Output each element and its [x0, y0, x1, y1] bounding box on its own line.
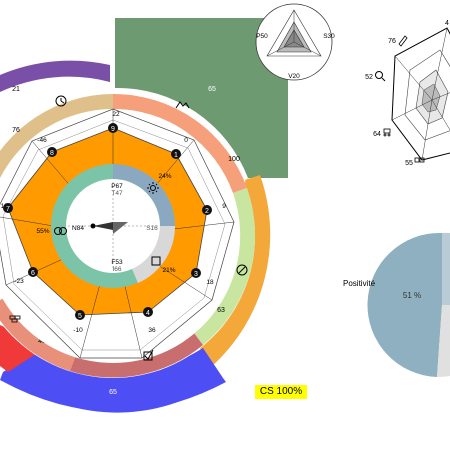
- grid-nonagon: [0, 108, 235, 359]
- ring2-tan: [0, 94, 113, 185]
- pie-slice-rest: [437, 305, 450, 378]
- outer-segment-blue-label: 65: [109, 389, 117, 396]
- mini-radar-label-v: V20: [288, 73, 300, 80]
- vertex-6: 6: [31, 270, 35, 277]
- outer-segment-purple-label: 21: [12, 86, 20, 93]
- ring2-salmon2-label: 43: [38, 338, 46, 345]
- cs-badge: CS 100%: [255, 385, 307, 399]
- pie-slice-positivite: [367, 232, 442, 377]
- mini-radar-label-s: S30: [323, 33, 335, 40]
- ring2-salmon-label: 100: [228, 156, 240, 163]
- core-right: S16: [146, 225, 158, 232]
- right-radar: 76 4 52 64 55: [365, 20, 450, 167]
- mini-radar-label-p: P50: [256, 33, 268, 40]
- main-chart: 65 47 65 21 76 100 63 55 43: [0, 18, 288, 413]
- core-bottom-b: I66: [112, 266, 121, 273]
- ring2-salmon2: [0, 298, 75, 371]
- vertex-5: 5: [78, 313, 82, 320]
- vertex-4: 4: [146, 310, 150, 317]
- vertex-2: 2: [205, 208, 209, 215]
- pie-label: Positivité: [343, 279, 376, 288]
- percent-top-right: 24%: [158, 173, 171, 180]
- rings-icon: [54, 227, 67, 235]
- grid-nonagon-inner: [2, 119, 226, 351]
- square-icon: [151, 256, 161, 266]
- core-left: N84: [72, 225, 84, 232]
- right-radar-label-4: 4: [445, 20, 449, 27]
- core-top-b: T47: [111, 190, 123, 197]
- edit-icon: [398, 35, 408, 47]
- clock-icon: [55, 95, 67, 107]
- vertex-markers: 9 1 2 3 4 5 6 7 8: [3, 123, 212, 320]
- outer-segment-orange-outer: [201, 175, 271, 367]
- vertex-7: 7: [6, 206, 10, 213]
- vertex-1: 1: [174, 152, 178, 159]
- checkbox-icon: [143, 349, 154, 361]
- vertex-3: 3: [194, 271, 198, 278]
- center-donut-gray: [132, 226, 176, 283]
- right-radar-label-52: 52: [365, 74, 373, 81]
- ring-value-2: 9: [222, 203, 226, 210]
- ring2-lightgreen-label: 63: [217, 307, 225, 314]
- outer-segment-purple: [0, 60, 110, 92]
- magnifier-icon: [375, 71, 386, 82]
- center-wedge: [113, 222, 128, 234]
- pie-chart: 51 %: [367, 232, 450, 378]
- ring-value-4: 36: [148, 327, 156, 334]
- sun-icon: [147, 182, 159, 194]
- percent-left: 55%: [36, 228, 49, 235]
- pie-value: 51 %: [403, 291, 421, 300]
- vertex-9: 9: [111, 126, 115, 133]
- ring-value-6: -23: [14, 278, 24, 285]
- gauge-icon: [236, 264, 248, 276]
- right-radar-label-76: 76: [388, 38, 396, 45]
- percent-bottom-right: 21%: [162, 267, 175, 274]
- outer-segment-orange-label: 47: [269, 273, 277, 280]
- right-radar-label-55: 55: [405, 160, 413, 167]
- core-top-a: P67: [111, 183, 123, 190]
- right-radar-label-64: 64: [373, 131, 381, 138]
- bricks-icon: [9, 315, 21, 323]
- ring2-tan-label: 76: [12, 127, 20, 134]
- people-icon: [414, 157, 425, 163]
- ring2-salmon: [113, 93, 247, 193]
- mountain-icon: [175, 101, 190, 109]
- ring2-lightgreen: [194, 188, 256, 345]
- ring2-rose: [70, 333, 203, 378]
- core-bottom-a: F53: [111, 259, 123, 266]
- vertex-8: 8: [50, 150, 54, 157]
- outer-segment-green-label: 65: [208, 86, 216, 93]
- outer-segment-green: [115, 18, 288, 178]
- center-donut-steel: [113, 164, 175, 226]
- mini-radar: P50 S30 V20: [255, 3, 335, 81]
- pie-slice-top: [442, 232, 450, 305]
- ring-value-9: 22: [112, 111, 120, 118]
- outer-segment-red: [0, 325, 42, 372]
- ring-value-1: 0: [184, 137, 188, 144]
- ring-value-3: 18: [206, 279, 214, 286]
- ring-value-8: -46: [37, 137, 47, 144]
- cart-icon: [383, 128, 391, 137]
- outer-segment-blue-bottom: [0, 372, 226, 412]
- ring-value-5: -10: [73, 327, 83, 334]
- center-needle: [93, 222, 113, 230]
- needle-dot: [90, 223, 96, 229]
